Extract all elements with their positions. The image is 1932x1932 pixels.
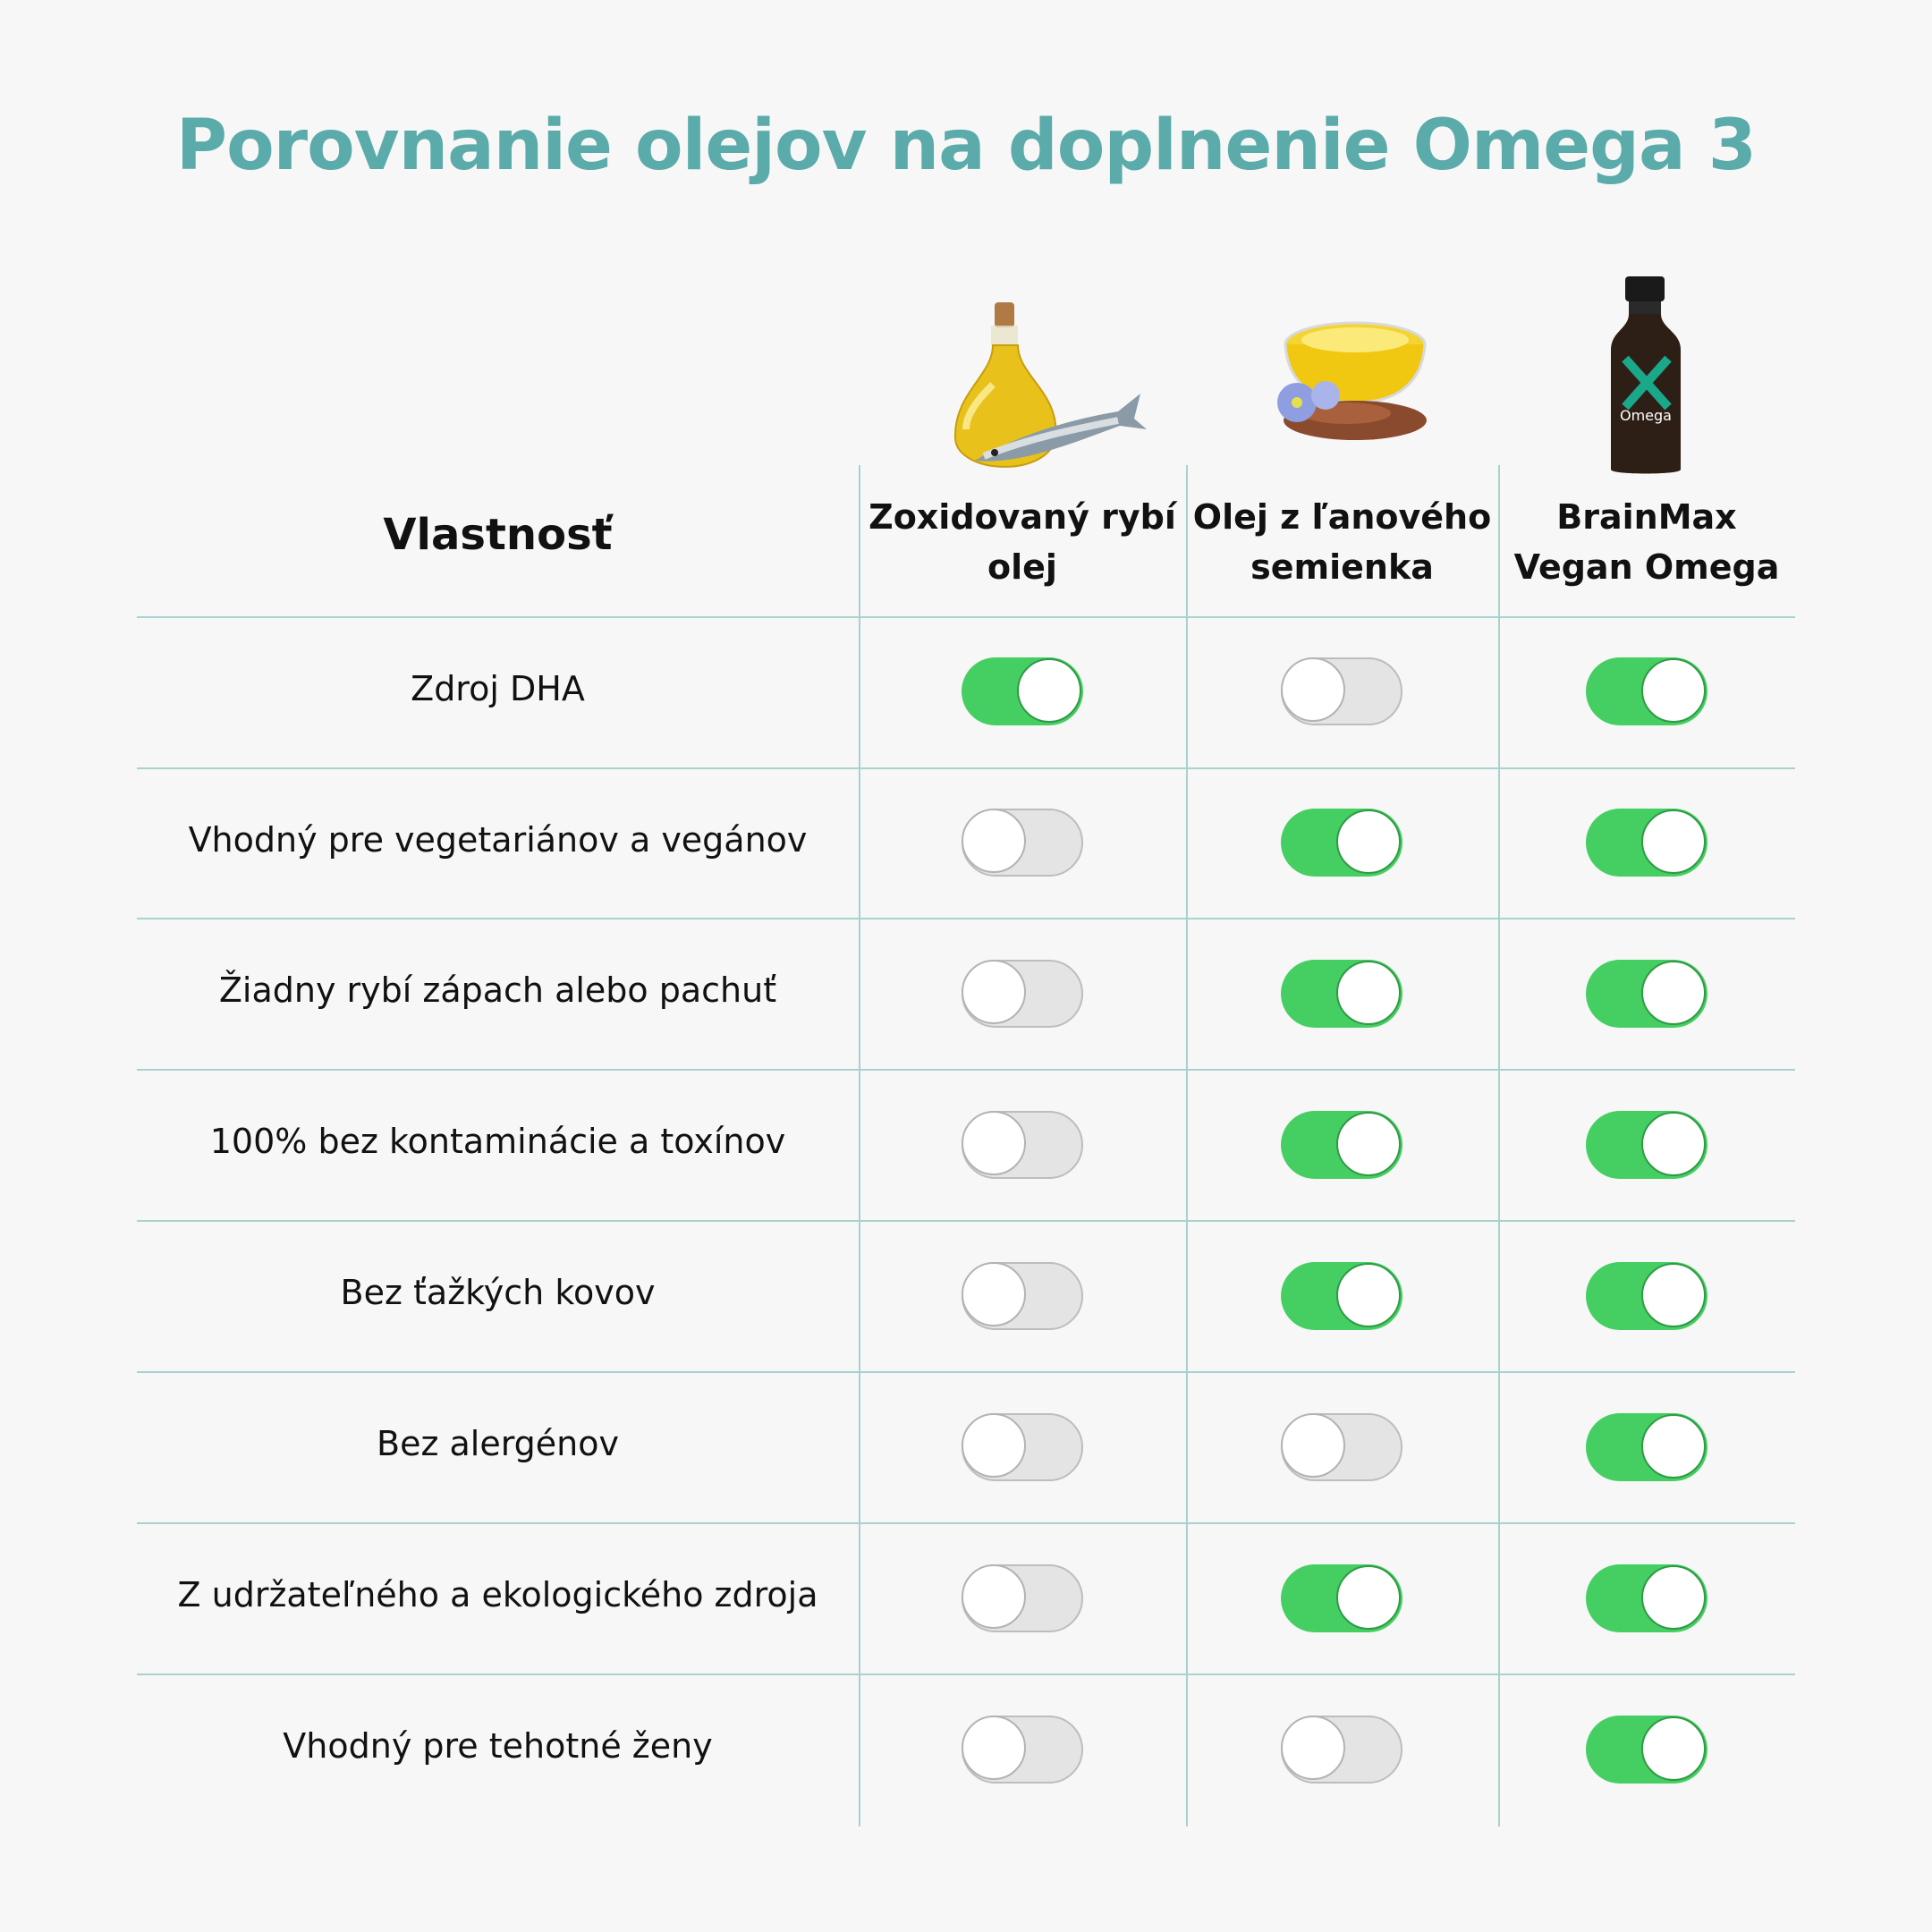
toggle-brainmax-on[interactable] xyxy=(1586,809,1707,877)
toggle-knob xyxy=(962,1111,1026,1176)
toggle-fish-oil-on[interactable] xyxy=(962,657,1083,726)
column-header-fish-oil: Zoxidovaný rybí olej xyxy=(859,492,1186,592)
column-label-line1: BrainMax xyxy=(1556,497,1737,537)
toggle-flaxseed-oil-on[interactable] xyxy=(1281,809,1402,877)
column-label-line2: semienka xyxy=(1250,547,1434,587)
toggle-knob xyxy=(1641,961,1706,1026)
toggle-knob xyxy=(1336,809,1401,875)
toggle-knob xyxy=(1641,809,1706,875)
toggle-fish-oil-off[interactable] xyxy=(962,1111,1083,1180)
column-header-brainmax: BrainMax Vegan Omega xyxy=(1498,492,1795,592)
toggle-knob xyxy=(1641,1564,1706,1630)
toggle-brainmax-on[interactable] xyxy=(1586,657,1707,726)
property-header: Vlastnosť xyxy=(383,510,613,560)
toggle-flaxseed-oil-on[interactable] xyxy=(1281,1262,1402,1331)
toggle-knob xyxy=(1336,961,1401,1026)
toggle-knob xyxy=(1281,1412,1345,1478)
row-label: Zdroj DHA xyxy=(411,669,585,708)
toggle-brainmax-on[interactable] xyxy=(1586,1111,1707,1180)
bottle-label: Omega xyxy=(1620,407,1672,424)
toggle-flaxseed-oil-off[interactable] xyxy=(1281,1412,1402,1481)
toggle-knob xyxy=(1641,658,1706,724)
toggle-fish-oil-off[interactable] xyxy=(962,1715,1083,1784)
toggle-knob xyxy=(962,809,1026,874)
toggle-brainmax-on[interactable] xyxy=(1586,1262,1707,1331)
toggle-knob xyxy=(962,1715,1026,1780)
column-label-line2: Vegan Omega xyxy=(1513,547,1780,587)
toggle-knob xyxy=(962,960,1026,1025)
toggle-knob xyxy=(1641,1263,1706,1328)
row-label: Z udržateľného a ekologického zdroja xyxy=(177,1575,818,1614)
fish-oil-image xyxy=(953,302,1147,468)
toggle-knob xyxy=(1281,657,1345,723)
column-label-line2: olej xyxy=(987,547,1057,587)
row-label: Vhodný pre tehotné ženy xyxy=(283,1726,713,1766)
toggle-knob xyxy=(962,1412,1026,1478)
row-label: Vhodný pre vegetariánov a vegánov xyxy=(188,820,808,860)
toggle-knob xyxy=(1017,658,1081,724)
row-label: Bez ťažkých kovov xyxy=(340,1273,656,1312)
row-label: Bez alergénov xyxy=(377,1424,619,1463)
toggle-brainmax-on[interactable] xyxy=(1586,960,1707,1029)
toggle-knob xyxy=(962,1262,1026,1327)
column-header-flaxseed-oil: Olej z ľanového semienka xyxy=(1186,492,1498,592)
toggle-fish-oil-off[interactable] xyxy=(962,1412,1083,1481)
toggle-brainmax-on[interactable] xyxy=(1586,1563,1707,1632)
row-label: Žiadny rybí zápach alebo pachuť xyxy=(218,970,777,1010)
toggle-knob xyxy=(1281,1715,1345,1780)
column-label-line1: Zoxidovaný rybí xyxy=(869,497,1176,537)
toggle-knob xyxy=(1641,1413,1706,1479)
toggle-knob xyxy=(1336,1112,1401,1177)
toggle-flaxseed-oil-on[interactable] xyxy=(1281,1111,1402,1180)
toggle-knob xyxy=(1336,1263,1401,1328)
toggle-brainmax-on[interactable] xyxy=(1586,1412,1707,1481)
toggle-flaxseed-oil-on[interactable] xyxy=(1281,960,1402,1029)
page-title: Porovnanie olejov na doplnenie Omega 3 xyxy=(175,106,1757,186)
toggle-flaxseed-oil-off[interactable] xyxy=(1281,657,1402,726)
column-label-line1: Olej z ľanového xyxy=(1192,497,1492,537)
row-label: 100% bez kontaminácie a toxínov xyxy=(209,1122,786,1161)
flaxseed-oil-image xyxy=(1277,321,1427,440)
toggle-fish-oil-off[interactable] xyxy=(962,1262,1083,1331)
toggle-fish-oil-off[interactable] xyxy=(962,960,1083,1029)
toggle-brainmax-on[interactable] xyxy=(1586,1715,1707,1784)
toggle-knob xyxy=(962,1563,1026,1629)
toggle-flaxseed-oil-off[interactable] xyxy=(1281,1715,1402,1784)
comparison-table: Vlastnosť Zoxidovaný rybí olej Olej z ľa… xyxy=(137,465,1795,1826)
toggle-fish-oil-off[interactable] xyxy=(962,1563,1083,1632)
toggle-flaxseed-oil-on[interactable] xyxy=(1281,1563,1402,1632)
brainmax-bottle-image: Omega xyxy=(1611,276,1681,474)
toggle-knob xyxy=(1641,1716,1706,1781)
toggle-fish-oil-off[interactable] xyxy=(962,809,1083,877)
toggle-knob xyxy=(1641,1112,1706,1177)
toggle-knob xyxy=(1336,1564,1401,1630)
